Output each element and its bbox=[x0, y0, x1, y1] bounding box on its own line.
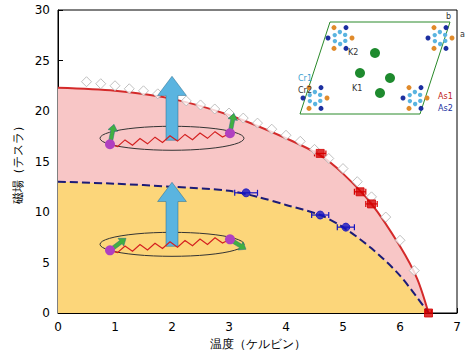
svg-text:6: 6 bbox=[396, 320, 404, 334]
svg-text:3: 3 bbox=[225, 320, 233, 334]
svg-text:20: 20 bbox=[35, 104, 50, 118]
svg-text:K2: K2 bbox=[348, 48, 358, 57]
svg-text:As1: As1 bbox=[438, 92, 453, 101]
svg-text:2: 2 bbox=[168, 320, 176, 334]
svg-text:15: 15 bbox=[35, 155, 50, 169]
svg-text:30: 30 bbox=[35, 3, 50, 17]
svg-text:25: 25 bbox=[35, 54, 50, 68]
svg-text:K1: K1 bbox=[352, 84, 362, 93]
svg-text:温度（ケルビン）: 温度（ケルビン） bbox=[210, 337, 306, 351]
svg-text:4: 4 bbox=[282, 320, 290, 334]
svg-text:0: 0 bbox=[54, 320, 62, 334]
svg-text:As2: As2 bbox=[438, 104, 453, 113]
svg-text:磁場（テスラ）: 磁場（テスラ） bbox=[11, 120, 25, 205]
svg-text:a: a bbox=[460, 30, 465, 39]
svg-text:1: 1 bbox=[111, 320, 119, 334]
svg-text:0: 0 bbox=[42, 306, 50, 320]
svg-text:Cr2: Cr2 bbox=[298, 86, 312, 95]
svg-text:Cr1: Cr1 bbox=[298, 74, 312, 83]
svg-text:b: b bbox=[446, 12, 451, 21]
svg-text:5: 5 bbox=[339, 320, 347, 334]
svg-text:5: 5 bbox=[42, 256, 50, 270]
svg-text:10: 10 bbox=[35, 205, 50, 219]
svg-text:7: 7 bbox=[453, 320, 461, 334]
